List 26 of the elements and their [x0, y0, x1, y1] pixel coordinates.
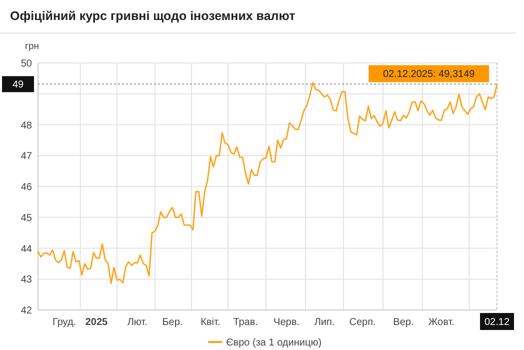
line-series [37, 82, 498, 284]
x-tick-label: 2025 [85, 317, 108, 328]
y-tick-label: 48 [20, 120, 32, 132]
y-tick-label: 43 [20, 274, 32, 286]
legend-label: Євро (за 1 одиницю) [226, 338, 322, 348]
y-tick-label: 50 [20, 58, 32, 70]
y-tick-label: 47 [20, 151, 32, 162]
y-tick-label: 44 [20, 244, 32, 255]
y-tick-label: 45 [20, 212, 32, 224]
x-tick-label: Лют. [127, 317, 148, 328]
x-tick-label: Вер. [393, 317, 414, 328]
y-tick-label: 42 [20, 306, 32, 316]
y-tick-label: 46 [20, 182, 32, 193]
annotation: 02.12.2025: 49,3149 [382, 69, 476, 80]
x-tick-label: Серп. [349, 317, 376, 328]
x-tick-label: Бер. [162, 317, 183, 328]
x-tick-label: Груд. [52, 317, 76, 328]
chart-title: Офіційний курс гривні щодо іноземних валют [10, 9, 296, 23]
x-tick-label: 02.12 [484, 317, 510, 328]
x-tick-label: Лип. [314, 317, 335, 328]
x-tick-label: Черв. [274, 317, 300, 328]
x-tick-label: Жовт. [428, 317, 454, 328]
x-tick-label: Трав. [233, 317, 258, 328]
y-axis-title: грн [25, 41, 39, 52]
ref-line-label: 49 [12, 80, 24, 91]
x-tick-label: Квіт. [200, 317, 220, 328]
